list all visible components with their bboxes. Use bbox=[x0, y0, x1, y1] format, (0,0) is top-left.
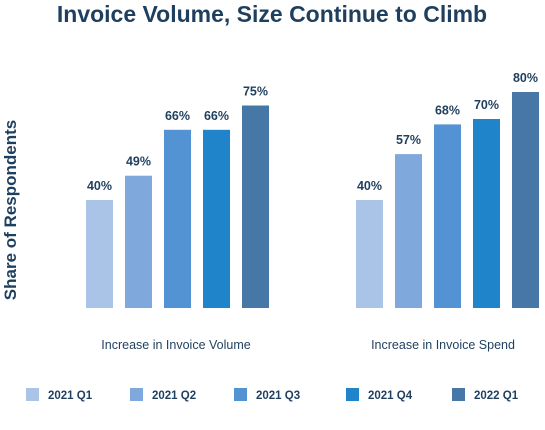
y-axis-label: Share of Respondents bbox=[1, 120, 20, 300]
bar-1-1 bbox=[395, 154, 422, 308]
bar-value-label: 66% bbox=[165, 109, 190, 123]
bar-value-label: 40% bbox=[357, 179, 382, 193]
bar-0-2 bbox=[164, 129, 191, 308]
bar-0-0 bbox=[86, 200, 113, 308]
legend-label: 2021 Q3 bbox=[256, 390, 300, 402]
legend-swatch bbox=[26, 388, 39, 401]
chart-title: Invoice Volume, Size Continue to Climb bbox=[57, 1, 487, 27]
bar-value-label: 75% bbox=[243, 85, 268, 99]
legend-swatch bbox=[130, 388, 143, 401]
bar-1-0 bbox=[356, 200, 383, 308]
bar-value-label: 80% bbox=[513, 71, 538, 85]
legend-swatch bbox=[452, 388, 465, 401]
legend-label: 2021 Q1 bbox=[48, 390, 93, 402]
bar-value-label: 70% bbox=[474, 98, 499, 112]
category-labels: Increase in Invoice Volume Increase in In… bbox=[101, 338, 515, 352]
legend-label: 2022 Q1 bbox=[474, 390, 519, 402]
legend-swatch bbox=[234, 388, 247, 401]
legend-item: 2021 Q4 bbox=[346, 388, 413, 402]
bar-value-label: 66% bbox=[204, 109, 229, 123]
legend-item: 2021 Q2 bbox=[130, 388, 196, 402]
bar-0-4 bbox=[242, 105, 269, 308]
bars-layer: 40% 49% 66% 66% 75% 40% 57% 68% 70% 80% bbox=[86, 71, 539, 309]
legend: 2021 Q1 2021 Q2 2021 Q3 2021 Q4 2022 Q1 bbox=[26, 388, 519, 402]
bar-0-1 bbox=[125, 175, 152, 308]
legend-item: 2021 Q3 bbox=[234, 388, 300, 402]
category-label: Increase in Invoice Spend bbox=[371, 338, 515, 352]
bar-1-4 bbox=[512, 92, 539, 308]
bar-value-label: 40% bbox=[87, 179, 112, 193]
bar-value-label: 68% bbox=[435, 103, 460, 117]
bar-value-label: 57% bbox=[396, 133, 421, 147]
bar-value-label: 49% bbox=[126, 155, 151, 169]
legend-item: 2021 Q1 bbox=[26, 388, 93, 402]
legend-label: 2021 Q2 bbox=[152, 390, 196, 402]
legend-label: 2021 Q4 bbox=[368, 390, 413, 402]
bar-1-2 bbox=[434, 124, 461, 309]
category-label: Increase in Invoice Volume bbox=[101, 338, 250, 352]
legend-item: 2022 Q1 bbox=[452, 388, 519, 402]
legend-swatch bbox=[346, 388, 359, 401]
bar-0-3 bbox=[203, 129, 230, 308]
bar-1-3 bbox=[473, 119, 500, 308]
